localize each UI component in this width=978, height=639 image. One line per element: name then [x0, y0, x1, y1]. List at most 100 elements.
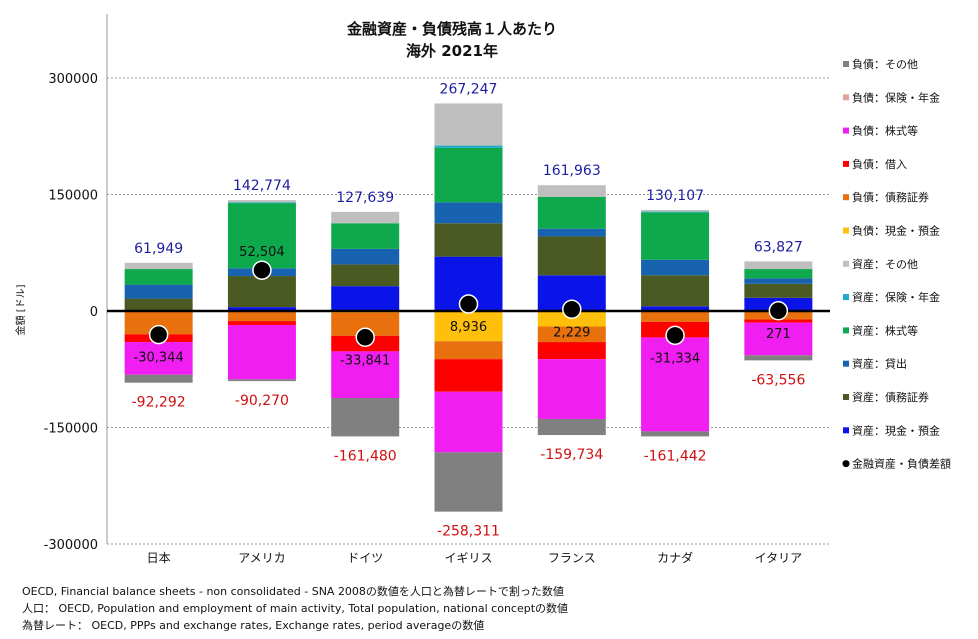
- y-axis-label: 金額 [ドル]: [14, 284, 27, 335]
- bar-segment: [641, 275, 710, 307]
- legend-item: 金融資産・負債差額: [842, 457, 951, 471]
- liability-total-label: -90,270: [235, 393, 289, 409]
- bar-segment: [641, 259, 710, 276]
- legend-item: 資産：株式等: [843, 323, 918, 337]
- bar-segment: [641, 311, 710, 322]
- bar-segment: [434, 311, 503, 342]
- bar-segment: [641, 209, 710, 212]
- legend-item: 資産：債務証券: [843, 390, 929, 404]
- bar-segment: [227, 321, 296, 325]
- bar-segment: [331, 312, 400, 336]
- category-label: カナダ: [657, 550, 693, 565]
- bar-segment: [434, 223, 503, 257]
- legend-label: 負債：保険・年金: [852, 90, 940, 104]
- chart-subtitle: 海外 2021年: [406, 42, 498, 60]
- legend-label: 資産：債務証券: [852, 390, 929, 404]
- legend-item: 資産：現金・預金: [843, 423, 940, 437]
- bar-segment: [744, 261, 813, 270]
- liability-total-label: -92,292: [132, 395, 186, 411]
- legend-item: 負債：株式等: [843, 124, 918, 138]
- bar-segment: [227, 379, 296, 382]
- net-point: [768, 301, 789, 321]
- bar-segment: [124, 298, 193, 311]
- y-tick-label: 300000: [48, 72, 98, 87]
- net-value-label: 52,504: [239, 245, 285, 260]
- legend-item: 負債：借入: [843, 157, 907, 171]
- legend-swatch: [843, 260, 849, 267]
- category-label: フランス: [548, 551, 596, 565]
- liability-total-label: -161,480: [334, 448, 397, 464]
- legend-label: 資産：現金・預金: [852, 423, 940, 437]
- asset-total-label: 142,774: [233, 178, 291, 194]
- legend-item: 負債：その他: [843, 57, 918, 71]
- legend-label: 負債：株式等: [852, 124, 918, 138]
- bar-segment: [641, 431, 710, 437]
- bar-segment: [331, 211, 400, 224]
- legend-label: 負債：借入: [852, 157, 907, 171]
- bar-segment: [744, 269, 813, 279]
- bar-segment: [744, 322, 813, 356]
- category-labels: 日本 アメリカ ドイツ イギリス フランス カナダ イタリア: [147, 550, 802, 565]
- legend-swatch: [843, 294, 849, 301]
- category-label: 日本: [147, 551, 171, 565]
- chart-title: 金融資産・負債残高１人あたり: [346, 20, 557, 38]
- net-markers: [148, 260, 789, 348]
- net-value-label: 8,936: [450, 320, 487, 335]
- bar-segment: [331, 264, 400, 287]
- legend-swatch: [843, 94, 849, 101]
- legend-label: 資産：保険・年金: [852, 290, 940, 304]
- net-value-label: -33,841: [340, 353, 390, 368]
- net-point: [252, 260, 272, 280]
- legend-swatch: [843, 227, 849, 234]
- bar-segment: [124, 311, 193, 335]
- asset-total-label: 127,639: [336, 190, 394, 206]
- y-tick-label: 0: [90, 305, 98, 320]
- category-label: ドイツ: [347, 551, 383, 565]
- bar-segment: [434, 391, 503, 453]
- bar-segment: [227, 276, 296, 308]
- legend-swatch: [843, 194, 849, 201]
- bar-segment: [537, 196, 606, 229]
- bar-segment: [537, 236, 606, 276]
- category-label: イギリス: [444, 551, 492, 565]
- legend-marker: [842, 460, 850, 468]
- bar-segment: [124, 284, 193, 299]
- bar-segment: [434, 452, 503, 512]
- net-value-label: -31,334: [650, 351, 700, 366]
- category-label: イタリア: [755, 551, 803, 565]
- liability-total-label: -159,734: [540, 447, 603, 463]
- bar-segment: [227, 324, 296, 380]
- legend-swatch: [843, 327, 849, 334]
- bar-segment: [331, 286, 400, 311]
- asset-total-label: 61,949: [134, 241, 183, 257]
- net-point: [148, 324, 169, 345]
- legend-label: 負債：その他: [852, 57, 918, 71]
- bar-segment: [744, 278, 813, 284]
- legend-label: 資産：貸出: [852, 357, 907, 371]
- legend-label: 負債：債務証券: [852, 190, 929, 204]
- bar-segment: [434, 341, 503, 360]
- legend-swatch: [843, 360, 849, 367]
- net-value-label: 2,229: [553, 325, 590, 340]
- legend-item: 負債：債務証券: [843, 190, 929, 204]
- bar-segment: [537, 342, 606, 360]
- bar-segment: [537, 418, 606, 436]
- bar-segment: [744, 283, 813, 298]
- bar-segment: [124, 262, 193, 270]
- y-tick-label: -150000: [44, 422, 98, 437]
- net-point: [355, 327, 375, 348]
- bar-segment: [537, 326, 606, 343]
- data-labels: 61,949 -92,292 -30,344 142,774 -90,270 52,504…: [132, 81, 806, 539]
- bar-segment: [227, 307, 296, 311]
- asset-total-label: 63,827: [754, 239, 803, 255]
- legend-swatch: [843, 61, 849, 67]
- y-tick-label: -300000: [44, 538, 98, 553]
- legend: 負債：その他負債：保険・年金負債：株式等負債：借入負債：債務証券負債：現金・預金…: [842, 57, 951, 471]
- bar-segment: [434, 145, 503, 148]
- category-label: アメリカ: [238, 551, 285, 565]
- net-point: [665, 325, 685, 346]
- legend-swatch: [843, 427, 849, 434]
- bar-segment: [641, 211, 710, 213]
- bar-segment: [331, 248, 400, 265]
- source-note-1: OECD, Financial balance sheets - non con…: [22, 585, 564, 598]
